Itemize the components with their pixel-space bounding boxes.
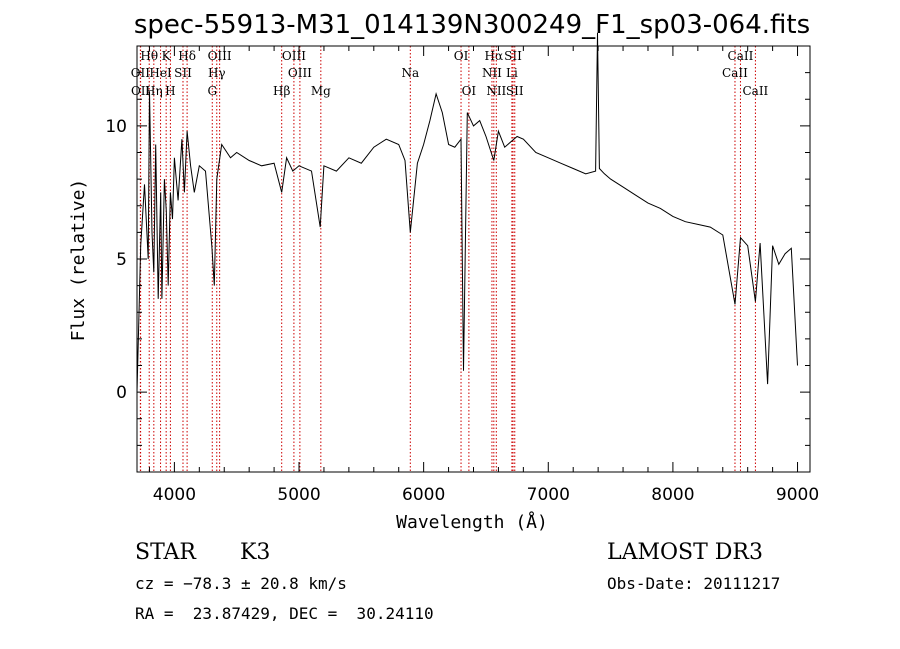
spectral-line-label: Li [506,66,518,80]
y-tick-label: 10 [105,117,127,137]
x-tick-label: 9000 [776,485,819,505]
spectral-line-label: CaII [722,66,748,80]
x-tick-label: 7000 [527,485,570,505]
x-tick-label: 4000 [153,485,196,505]
spectral-line-label: G [207,84,217,98]
spectral-line-label: SII [504,49,522,63]
axis-ticks-layer: 4000 5000 6000 7000 8000 9000 0 5 10 [105,45,819,505]
plot-frame [136,45,811,473]
spectral-line-label: Hθ [140,49,158,63]
spectral-line-label: OIII [282,49,306,63]
spectral-line-label: H [165,84,175,98]
series-layer [136,32,798,393]
y-tick-label: 5 [116,250,127,270]
redshift-velocity: cz = −78.3 ± 20.8 km/s [135,574,347,593]
spectral-lines-layer: HθOIIOIIKHeIHηHδSIIHOIIIHγGHβOIIIOIIIMgN… [131,46,769,472]
coordinates: RA = 23.87429, DEC = 30.24110 [135,604,434,623]
spectral-line-label: Hβ [273,84,290,98]
spectral-line-label: NII [486,84,506,98]
x-tick-label: 6000 [402,485,445,505]
spectral-line-label: Na [401,66,419,80]
spectral-line-label: CaII [728,49,754,63]
observation-date: Obs-Date: 20111217 [607,574,781,593]
spectral-line-label: K [162,49,172,63]
spectral-line-label: SII [174,66,192,80]
y-tick-label: 0 [116,383,127,403]
spectral-line-label: Hη [145,84,163,98]
spectral-line-label: OI [454,49,469,63]
spectral-line-label: NII [482,66,502,80]
y-axis-label: Flux (relative) [68,179,89,342]
x-axis-label: Wavelength (Å) [396,511,548,533]
spectral-line-label: Mg [311,84,331,98]
spectral-line-label: HeI [149,66,172,80]
spectral-subclass: K3 [240,540,271,565]
chart-title: spec-55913-M31_014139N300249_F1_sp03-064… [134,10,810,40]
spectral-line-label: OII [131,84,151,98]
spectral-line-label: Hδ [178,49,196,63]
spectral-line-label: OI [462,84,477,98]
spectral-line-label: Hα [485,49,504,63]
spectral-line-label: CaII [742,84,768,98]
survey-name: LAMOST DR3 [607,540,763,565]
spectral-line-label: Hγ [208,66,226,80]
spectral-line-label: SII [506,84,524,98]
x-tick-label: 5000 [277,485,320,505]
flux-series-line [136,32,798,393]
spectral-line-label: OIII [208,49,232,63]
spectral-class: STAR [135,540,196,565]
spectral-line-label: OIII [288,66,312,80]
x-tick-label: 8000 [651,485,694,505]
